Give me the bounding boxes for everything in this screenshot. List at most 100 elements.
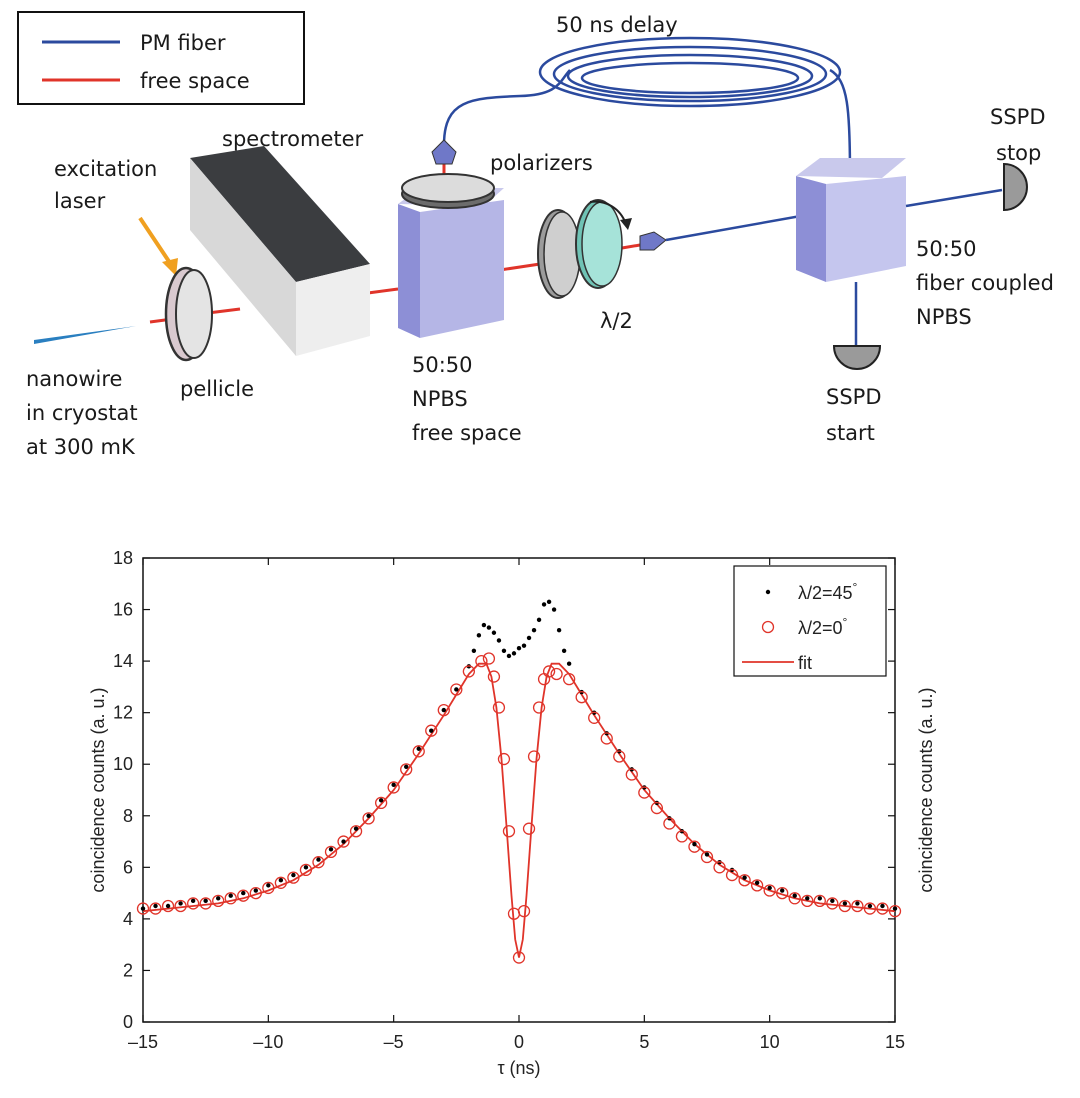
x-tick-label: –15 — [128, 1032, 158, 1052]
data-point-0 — [763, 884, 776, 897]
schematic-legend-frame — [17, 11, 305, 105]
nanowire-label-line3: at 300 mK — [26, 435, 136, 459]
data-point-45 — [216, 896, 221, 901]
fs-npbs-label-line1: 50:50 — [412, 353, 473, 377]
data-point-45 — [241, 890, 246, 896]
data-point-0 — [374, 796, 388, 810]
data-point-0 — [492, 701, 506, 714]
data-point-45 — [546, 599, 552, 605]
data-point-0 — [502, 825, 516, 838]
data-point-0 — [312, 856, 325, 869]
data-point-0 — [199, 897, 212, 910]
legend-marker-0 — [761, 620, 775, 634]
data-point-45 — [278, 878, 284, 883]
data-point-0 — [324, 845, 338, 859]
data-point-45 — [366, 813, 371, 818]
data-point-45 — [266, 883, 271, 888]
data-point-0 — [497, 752, 511, 766]
data-point-45 — [521, 643, 527, 648]
data-point-0 — [588, 711, 601, 724]
data-point-45 — [341, 839, 346, 844]
data-point-0 — [725, 868, 739, 882]
data-point-45 — [742, 875, 747, 880]
data-point-0 — [412, 745, 425, 758]
data-point-0 — [437, 703, 450, 717]
legend-label-45: λ/2=45° — [798, 580, 858, 603]
data-point-0 — [738, 874, 751, 887]
data-point-45 — [842, 901, 848, 906]
data-point-45 — [754, 880, 760, 885]
y-tick-label: 6 — [123, 857, 133, 877]
data-point-0 — [512, 951, 526, 964]
free-space-npbs-cube — [398, 188, 504, 338]
data-point-0 — [287, 871, 300, 884]
sspd-start-label-line1: SSPD — [826, 385, 882, 409]
data-point-45 — [454, 687, 459, 692]
data-point-0 — [788, 892, 801, 905]
data-point-45 — [190, 898, 196, 904]
data-point-45 — [501, 648, 507, 653]
half-wave-plate-icon — [575, 199, 623, 289]
legend-label-fit: fit — [798, 653, 812, 673]
data-point-0 — [863, 902, 877, 915]
top-polarizer-icon — [401, 173, 495, 209]
data-point-45 — [291, 872, 296, 878]
data-point-45 — [780, 888, 785, 893]
data-point-0 — [750, 879, 764, 892]
x-tick-label: 15 — [885, 1032, 905, 1052]
fs-npbs-label-line3: free space — [412, 421, 522, 445]
data-point-0 — [337, 835, 350, 848]
legend-label-45-text: λ/2=45 — [798, 583, 853, 603]
data-point-45 — [416, 746, 421, 751]
y-axis-label-right: coincidence counts (a. u.) — [916, 687, 936, 892]
data-point-45 — [880, 903, 885, 909]
data-point-0 — [450, 683, 463, 696]
data-point-45 — [830, 898, 835, 904]
pellicle-label: pellicle — [180, 377, 254, 401]
data-point-45 — [566, 661, 572, 666]
x-axis-label: τ (ns) — [497, 1058, 540, 1078]
data-point-0 — [713, 861, 726, 874]
excitation-label-line1: excitation — [54, 157, 157, 181]
legend-marker-45 — [765, 589, 771, 595]
legend-degree-0: ° — [843, 615, 848, 629]
spectrometer-label: spectrometer — [222, 127, 364, 151]
axis-ticks: –15 –10 –5 0 5 10 15 0 2 4 6 8 10 12 14 16 18 — [113, 548, 905, 1052]
data-point-0 — [262, 881, 275, 895]
x-tick-label: 0 — [514, 1032, 524, 1052]
series-45-layer — [140, 599, 898, 911]
sspd-stop-detector-icon — [1003, 162, 1028, 212]
data-point-0 — [161, 899, 175, 913]
data-point-0 — [136, 902, 150, 915]
delay-label: 50 ns delay — [556, 13, 678, 37]
data-point-45 — [526, 635, 532, 641]
data-point-45 — [506, 653, 512, 659]
data-point-0 — [249, 886, 262, 900]
fiber-delay-loop — [442, 36, 852, 176]
data-point-45 — [511, 651, 517, 656]
data-point-45 — [792, 893, 797, 898]
data-point-0 — [482, 652, 496, 665]
data-point-0 — [462, 665, 476, 678]
legend-label-0: λ/2=0° — [798, 615, 848, 638]
spectrometer-icon — [190, 146, 370, 356]
data-point-45 — [404, 764, 409, 769]
data-point-0 — [851, 899, 864, 913]
data-point-0 — [776, 886, 789, 900]
data-point-45 — [536, 617, 542, 623]
y-axis-label: coincidence counts (a. u.) — [88, 687, 108, 892]
data-point-0 — [527, 750, 541, 763]
data-point-0 — [186, 897, 200, 910]
y-tick-label: 8 — [123, 806, 133, 826]
data-point-0 — [237, 889, 250, 902]
data-point-0 — [532, 701, 546, 714]
y-tick-label: 4 — [123, 909, 133, 929]
data-point-45 — [867, 903, 873, 909]
data-point-45 — [228, 893, 233, 898]
data-point-45 — [805, 896, 810, 901]
chart-legend-frame — [733, 565, 887, 677]
excitation-laser-arrow — [138, 216, 178, 276]
data-point-0 — [663, 817, 676, 830]
data-point-45 — [140, 906, 146, 911]
